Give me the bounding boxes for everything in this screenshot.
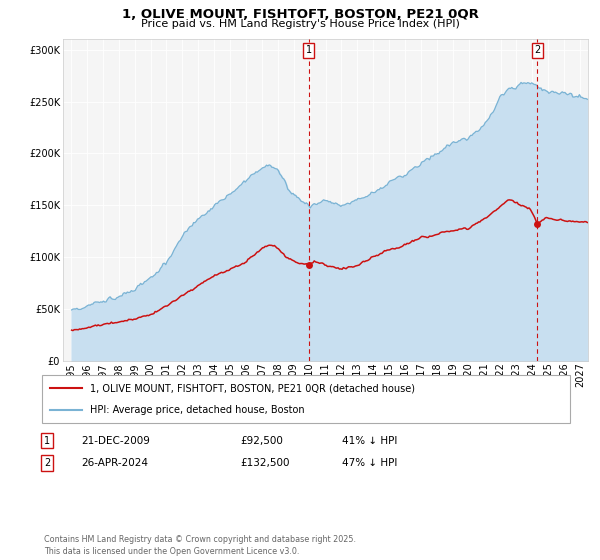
Text: 1: 1 (306, 45, 312, 55)
Text: 1: 1 (44, 436, 50, 446)
Text: 2: 2 (44, 458, 50, 468)
Text: 26-APR-2024: 26-APR-2024 (81, 458, 148, 468)
Text: 41% ↓ HPI: 41% ↓ HPI (342, 436, 397, 446)
Text: £92,500: £92,500 (240, 436, 283, 446)
Text: 2: 2 (534, 45, 541, 55)
Text: 1, OLIVE MOUNT, FISHTOFT, BOSTON, PE21 0QR (detached house): 1, OLIVE MOUNT, FISHTOFT, BOSTON, PE21 0… (89, 383, 415, 393)
Text: Price paid vs. HM Land Registry's House Price Index (HPI): Price paid vs. HM Land Registry's House … (140, 19, 460, 29)
Text: 1, OLIVE MOUNT, FISHTOFT, BOSTON, PE21 0QR: 1, OLIVE MOUNT, FISHTOFT, BOSTON, PE21 0… (122, 8, 478, 21)
Text: 21-DEC-2009: 21-DEC-2009 (81, 436, 150, 446)
Text: 47% ↓ HPI: 47% ↓ HPI (342, 458, 397, 468)
Text: £132,500: £132,500 (240, 458, 290, 468)
Text: Contains HM Land Registry data © Crown copyright and database right 2025.
This d: Contains HM Land Registry data © Crown c… (44, 535, 356, 556)
Text: HPI: Average price, detached house, Boston: HPI: Average price, detached house, Bost… (89, 405, 304, 415)
